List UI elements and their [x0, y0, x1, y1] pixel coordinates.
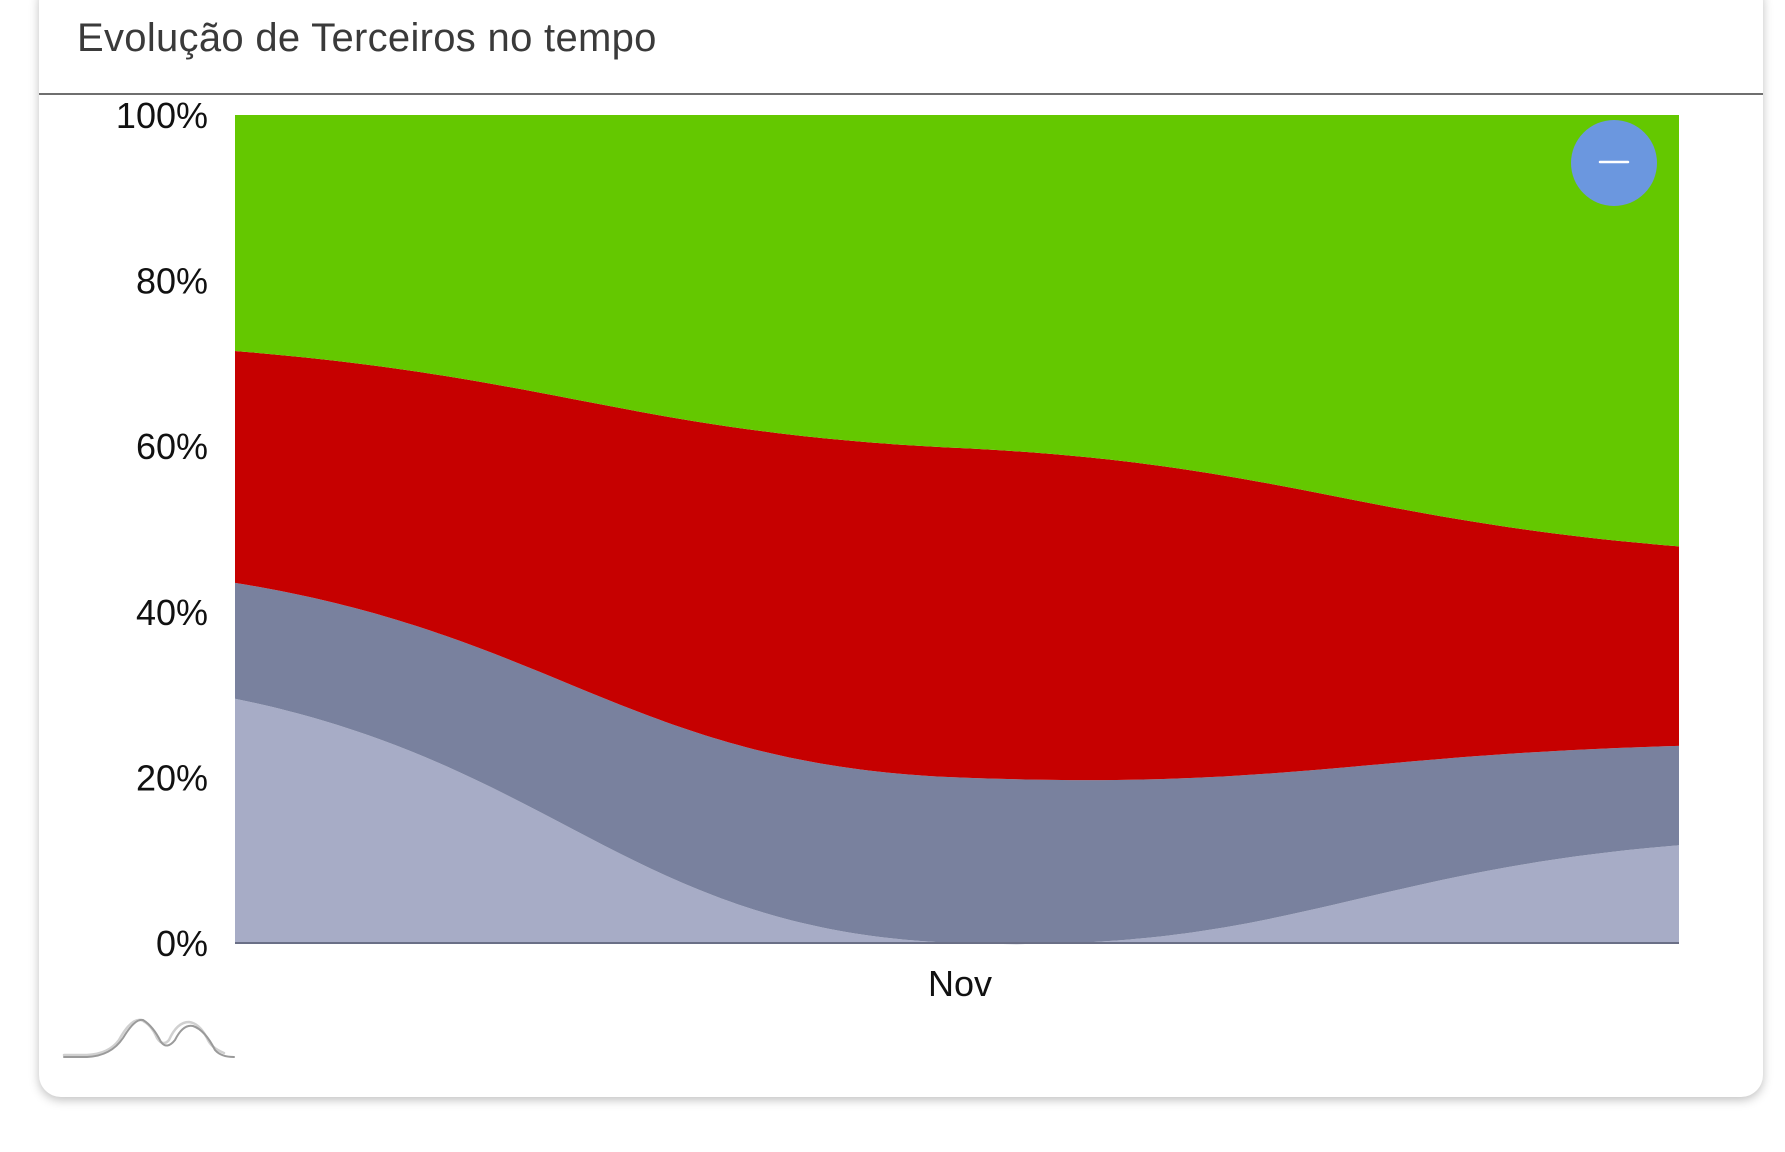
series-area-1: [235, 698, 1679, 945]
x-axis-ticks: Nov: [928, 963, 992, 1004]
series-area-2: [235, 582, 1679, 945]
y-tick-label: 80%: [136, 261, 208, 302]
series-areas: [235, 115, 1679, 945]
y-tick-label: 60%: [136, 426, 208, 467]
y-tick-label: 40%: [136, 592, 208, 633]
title-divider: [39, 93, 1763, 95]
y-tick-label: 20%: [136, 757, 208, 798]
series-area-4: [235, 115, 1679, 547]
x-tick-label: Nov: [928, 963, 992, 1004]
collapse-button[interactable]: [1571, 120, 1657, 206]
y-tick-label: 100%: [116, 95, 208, 136]
area-chart-icon: [62, 1018, 235, 1058]
y-tick-label: 0%: [156, 923, 208, 964]
area-chart: 0% 20% 40% 60% 80% 100% Nov: [62, 95, 1679, 1058]
chart-card: Evolução de Terceiros no tempo 0% 20% 40% 6…: [39, 0, 1763, 1097]
y-axis-ticks: 0% 20% 40% 60% 80% 100%: [116, 95, 208, 964]
series-area-3: [235, 350, 1679, 781]
card-title: Evolução de Terceiros no tempo: [77, 16, 657, 60]
